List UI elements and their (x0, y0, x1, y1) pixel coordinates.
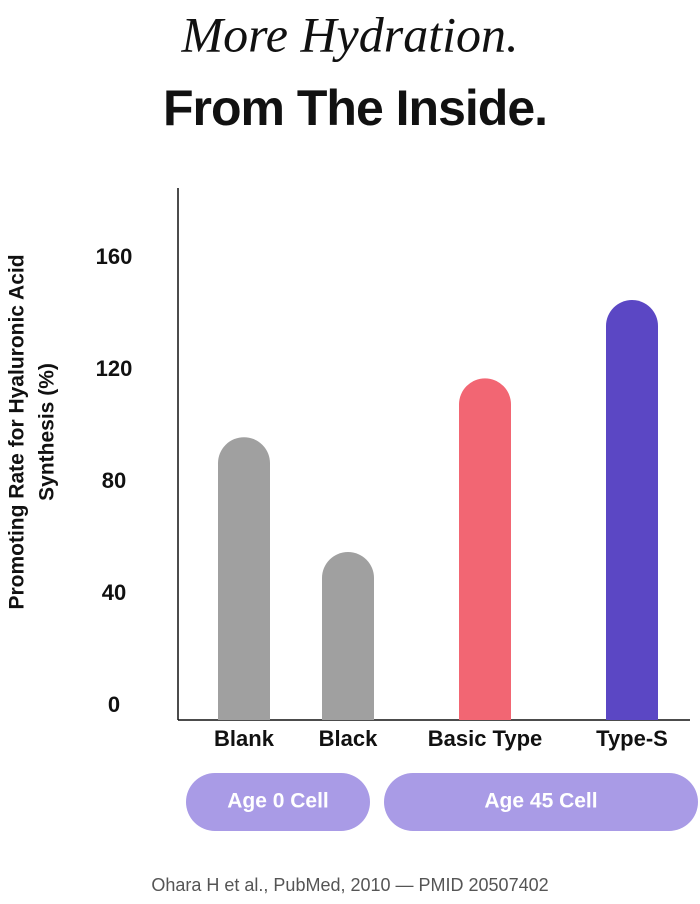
group-label: Age 45 Cell (484, 790, 597, 813)
group-pill (186, 773, 370, 831)
bar (322, 552, 374, 720)
y-tick-label: 160 (96, 244, 133, 269)
group-pill (384, 773, 698, 831)
bar (459, 378, 511, 720)
x-tick-label: Blank (214, 726, 275, 751)
chart-subtitle: From The Inside. (163, 80, 547, 136)
y-tick-label: 0 (108, 692, 120, 717)
chart-title: More Hydration. (181, 6, 519, 62)
bar (606, 300, 658, 720)
y-tick-label: 40 (102, 580, 126, 605)
bar (218, 437, 270, 720)
y-tick-label: 120 (96, 356, 133, 381)
x-tick-label: Basic Type (428, 726, 543, 751)
source-note: Ohara H et al., PubMed, 2010 — PMID 2050… (151, 875, 548, 895)
y-axis-label: Synthesis (%) (36, 363, 59, 501)
group-label: Age 0 Cell (227, 790, 329, 813)
x-tick-label: Type-S (596, 726, 668, 751)
x-tick-label: Black (319, 726, 378, 751)
y-axis-label: Promoting Rate for Hyaluronic Acid (6, 254, 29, 609)
y-tick-label: 80 (102, 468, 126, 493)
